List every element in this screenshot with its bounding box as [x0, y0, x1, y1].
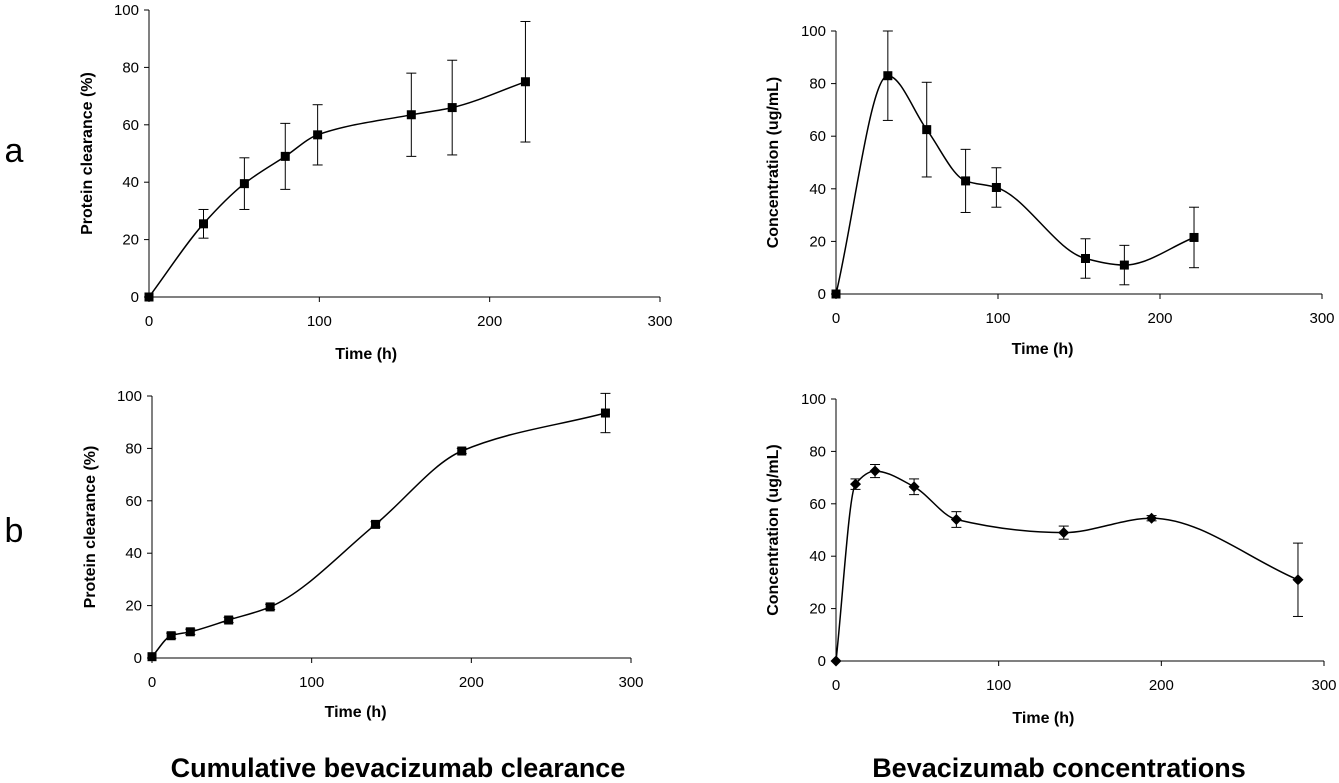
data-point: [371, 519, 381, 529]
chart-b-right: 0 20 40 60 80 100 0 100 200 300 Time (h) Concentrat…: [765, 391, 1337, 727]
y-tick-label: 20: [125, 598, 142, 615]
data-point: [1189, 232, 1199, 242]
x-tick-label: 0: [148, 674, 156, 691]
data-point: [406, 110, 416, 120]
data-point: [447, 103, 457, 113]
y-tick-label: 0: [131, 289, 139, 306]
data-point: [922, 125, 932, 135]
y-tick-label: 80: [122, 59, 139, 76]
chart-a-left: 0 20 40 60 80 100 0 100 200 300 Time (h) Protein cl…: [79, 2, 673, 363]
y-tick-label: 40: [809, 181, 826, 198]
data-point: [224, 615, 234, 625]
data-point: [991, 182, 1001, 192]
series-line: [148, 81, 526, 298]
x-tick-label: 300: [1311, 677, 1336, 694]
x-tick-label: 100: [307, 313, 332, 330]
data-point: [280, 151, 290, 161]
series-line: [835, 74, 1195, 295]
y-axis-label: Protein clearance (%): [82, 446, 99, 609]
y-tick-label: 20: [122, 232, 139, 249]
x-tick-label: 300: [618, 674, 643, 691]
data-point: [869, 465, 881, 477]
data-point: [908, 481, 920, 493]
x-tick-label: 100: [299, 674, 324, 691]
data-point: [147, 652, 157, 662]
y-tick-label: 100: [117, 388, 142, 405]
x-tick-label: 0: [832, 677, 840, 694]
column-title-clearance: Cumulative bevacizumab clearance: [171, 753, 626, 783]
x-tick-label: 200: [1149, 677, 1174, 694]
row-label-a: a: [5, 132, 24, 170]
data-point: [239, 179, 249, 189]
y-tick-label: 60: [122, 117, 139, 134]
x-tick-label: 200: [459, 674, 484, 691]
data-point: [166, 631, 176, 641]
y-tick-label: 80: [809, 443, 826, 460]
y-tick-label: 60: [809, 128, 826, 145]
y-tick-label: 0: [818, 653, 826, 670]
y-tick-label: 80: [125, 440, 142, 457]
x-tick-label: 0: [832, 310, 840, 327]
y-axis-label: Concentration (ug/mL): [765, 444, 782, 616]
data-point: [831, 289, 841, 299]
x-tick-label: 300: [647, 313, 672, 330]
data-point: [830, 655, 842, 667]
data-point: [520, 77, 530, 87]
y-tick-label: 20: [809, 601, 826, 618]
y-tick-label: 100: [801, 23, 826, 40]
data-point: [1058, 527, 1070, 539]
y-tick-label: 60: [809, 496, 826, 513]
y-tick-label: 40: [122, 174, 139, 191]
x-axis-label: Time (h): [335, 346, 397, 363]
y-tick-label: 0: [134, 650, 142, 667]
x-tick-label: 100: [986, 677, 1011, 694]
data-point: [185, 627, 195, 637]
row-label-b: b: [5, 512, 24, 550]
y-tick-label: 80: [809, 76, 826, 93]
data-point: [600, 408, 610, 418]
data-point: [199, 219, 209, 229]
chart-b-left: 0 20 40 60 80 100 0 100 200 300 Time (h) Protein cl…: [82, 388, 644, 721]
data-point: [1119, 260, 1129, 270]
data-point: [144, 292, 154, 302]
x-axis-label: Time (h): [1012, 710, 1074, 727]
data-point: [850, 478, 862, 490]
data-point: [883, 71, 893, 81]
y-tick-label: 20: [809, 233, 826, 250]
y-axis-label: Concentration (ug/mL): [765, 77, 782, 249]
column-title-concentrations: Bevacizumab concentrations: [872, 753, 1246, 783]
series-line: [835, 470, 1299, 662]
data-point: [961, 176, 971, 186]
x-tick-label: 0: [145, 313, 153, 330]
data-point: [265, 602, 275, 612]
y-tick-label: 100: [801, 391, 826, 408]
x-tick-label: 300: [1309, 310, 1334, 327]
y-tick-label: 40: [809, 548, 826, 565]
y-tick-label: 60: [125, 493, 142, 510]
y-axis-label: Protein clearance (%): [79, 72, 96, 235]
x-tick-label: 200: [477, 313, 502, 330]
data-point: [1292, 574, 1304, 586]
data-point: [457, 446, 467, 456]
data-point: [1080, 253, 1090, 263]
x-tick-label: 200: [1147, 310, 1172, 327]
data-point: [313, 130, 323, 140]
x-axis-label: Time (h): [325, 704, 387, 721]
chart-a-right: 0 20 40 60 80 100 0 100 200 300 Time (h) Concentrat…: [765, 23, 1335, 358]
series-line: [151, 412, 606, 658]
y-tick-label: 100: [114, 2, 139, 19]
x-axis-label: Time (h): [1012, 341, 1074, 358]
data-point: [1146, 512, 1158, 524]
y-tick-label: 0: [818, 286, 826, 303]
y-tick-label: 40: [125, 545, 142, 562]
x-tick-label: 100: [985, 310, 1010, 327]
data-point: [950, 514, 962, 526]
